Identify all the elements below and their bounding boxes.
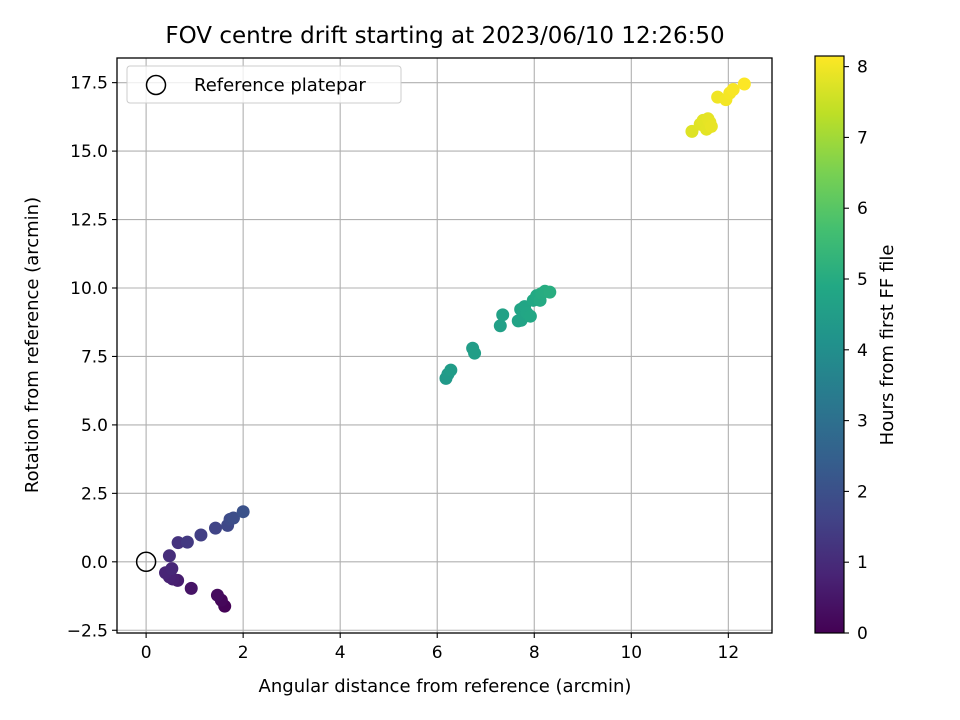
chart-title: FOV centre drift starting at 2023/06/10 … [165, 23, 724, 49]
data-point [543, 285, 557, 299]
y-tick-label: 12.5 [70, 211, 108, 231]
colorbar-tick-label: 0 [857, 624, 868, 644]
reference-point-marker [135, 551, 157, 573]
data-point [165, 562, 179, 576]
data-point [496, 308, 510, 322]
data-point [726, 82, 740, 96]
data-point [194, 528, 208, 542]
data-point [444, 363, 458, 377]
data-point [184, 581, 198, 595]
x-tick-label: 0 [141, 643, 152, 663]
y-axis-label: Rotation from reference (arcmin) [22, 197, 43, 493]
data-point [226, 511, 240, 525]
y-tick-label: 10.0 [70, 279, 108, 299]
legend-marker-icon [145, 74, 167, 96]
data-point [210, 588, 224, 602]
colorbar [814, 55, 845, 634]
colorbar-tick-label: 4 [857, 341, 868, 361]
data-point [523, 309, 537, 323]
x-tick-label: 12 [718, 643, 740, 663]
colorbar-tick-label: 8 [857, 58, 868, 78]
y-tick-label: 7.5 [81, 347, 108, 367]
reference-marker-group [135, 551, 157, 573]
y-tick-label: 0.0 [81, 553, 108, 573]
colorbar-tick-label: 3 [857, 412, 868, 432]
x-tick-label: 8 [529, 643, 540, 663]
y-tick-label: 5.0 [81, 416, 108, 436]
y-tick-label: −2.5 [67, 621, 108, 641]
colorbar-tick-label: 7 [857, 128, 868, 148]
x-tick-label: 6 [432, 643, 443, 663]
colorbar-tick-label: 2 [857, 482, 868, 502]
colorbar-tick-label: 1 [857, 553, 868, 573]
legend: Reference platepar [126, 65, 402, 104]
data-point [468, 346, 482, 360]
grid-lines [117, 58, 772, 633]
legend-box [126, 65, 402, 104]
colorbar-label: Hours from first FF file [877, 245, 898, 446]
data-point [236, 505, 250, 519]
data-point [180, 535, 194, 549]
data-point [737, 77, 751, 91]
y-tick-label: 2.5 [81, 484, 108, 504]
plot-frame [116, 57, 773, 634]
data-point [171, 536, 185, 550]
data-point [208, 521, 222, 535]
data-point [493, 319, 507, 333]
scatter-points [159, 77, 751, 613]
y-axis-ticks: −2.5 0.0 2.5 5.0 7.5 10.0 12.5 15.0 17.5 [67, 74, 117, 641]
x-axis-ticks: 0 2 4 6 8 10 12 [141, 633, 739, 663]
x-tick-label: 10 [620, 643, 642, 663]
colorbar-tick-label: 5 [857, 270, 868, 290]
x-tick-label: 4 [335, 643, 346, 663]
data-point [162, 549, 176, 563]
colorbar-ticks: 0 1 2 3 4 5 6 7 8 [844, 58, 868, 644]
legend-entry-reference-platepar: Reference platepar [194, 75, 366, 96]
data-point [704, 119, 718, 133]
y-tick-label: 15.0 [70, 142, 108, 162]
y-tick-label: 17.5 [70, 74, 108, 94]
x-axis-label: Angular distance from reference (arcmin) [259, 676, 632, 697]
colorbar-tick-label: 6 [857, 199, 868, 219]
x-tick-label: 2 [238, 643, 249, 663]
